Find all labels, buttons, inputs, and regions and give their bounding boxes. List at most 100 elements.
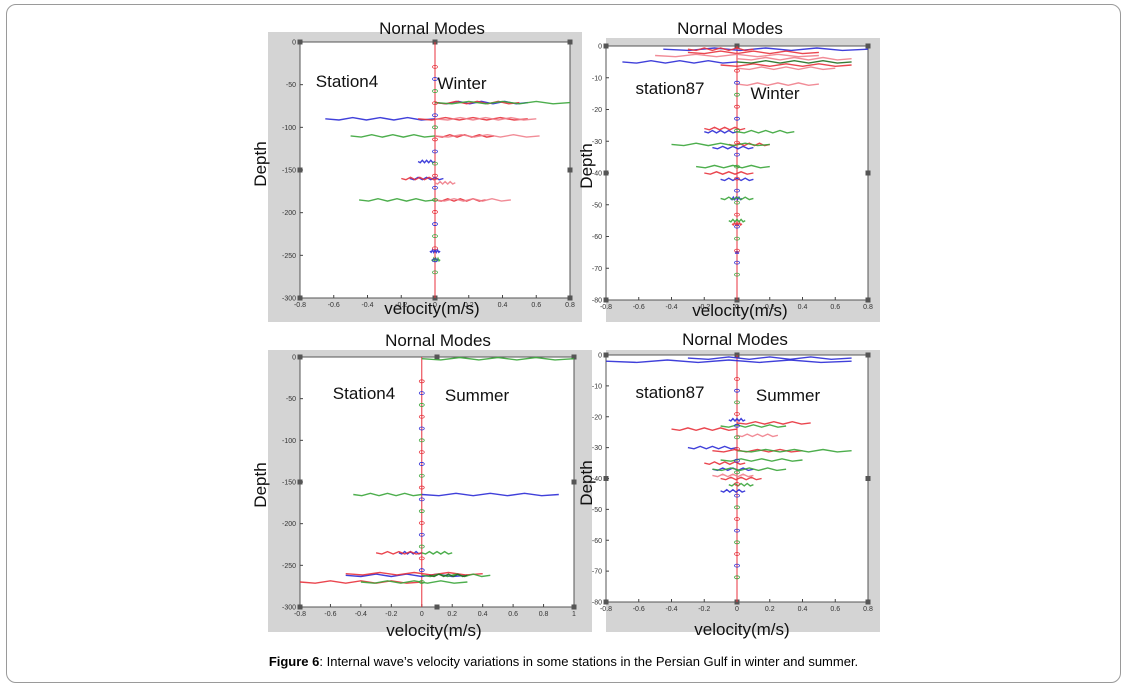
series-green-segment [434,100,571,105]
mode-point [734,563,740,568]
mode-point [418,391,425,396]
chart-annotation: Winter [437,74,486,93]
mode-point [734,528,740,533]
y-tick-label: -300 [282,605,296,612]
y-tick-label: -150 [282,480,296,487]
mode-point [734,377,740,381]
mode-point [734,236,740,241]
series-red-segment [401,176,439,181]
chart-annotation: Summer [445,386,510,405]
mode-point [734,200,740,205]
mode-point [734,188,740,193]
y-axis-label: Depth [577,143,596,188]
mode-point [432,113,438,118]
x-tick-label: 0.6 [830,304,840,311]
axis-handle-marker [603,476,609,481]
mode-point [734,447,740,451]
axis-handle-marker [297,479,303,485]
chart-annotation: station87 [636,383,705,402]
axis-handle-marker [567,295,573,301]
x-axis-label: velocity(m/s) [386,621,481,640]
series-green-segment [712,467,787,472]
y-tick-label: -80 [592,298,602,305]
y-tick-label: -200 [282,521,296,528]
series-blue-segment [720,177,754,182]
axis-handle-marker [571,354,577,360]
series-blue-segment [704,129,738,134]
y-tick-label: -20 [592,414,602,421]
axis-handle-marker [603,170,609,176]
figure-caption-label: Figure 6 [268,654,320,669]
y-tick-label: -250 [282,253,296,260]
series-red-segment [736,420,811,425]
mode-point [418,426,425,431]
x-tick-label: -0.6 [633,304,645,311]
mode-point [734,423,740,428]
mode-point [734,412,740,416]
chart-panel-station4-summer: -0.8 -0.6 -0.4 -0.2 0 0.2 0.4 0.6 0.8 1 0 -50 -100 -1… [251,330,592,640]
mode-point [734,540,740,545]
mode-point [432,222,438,226]
y-axis-label: Depth [251,141,270,186]
y-tick-label: -60 [592,538,602,545]
y-tick-label: 0 [598,353,602,360]
x-tick-label: 0 [735,304,739,311]
x-tick-label: 0.6 [531,302,541,309]
series-green-segment [696,164,770,169]
axis-handle-marker [865,297,871,303]
x-tick-label: -0.2 [385,611,397,618]
mode-point [418,438,425,443]
mode-point [734,470,740,475]
series-green-segment [421,550,453,555]
x-tick-label: -0.4 [361,302,373,309]
y-tick-label: -100 [282,438,296,445]
mode-point [734,400,740,405]
x-tick-label: 0.2 [464,302,474,309]
chart-title: Nornal Modes [677,19,783,38]
mode-point [734,224,740,229]
y-axis-label: Depth [577,460,596,505]
axis-handle-marker [603,43,609,49]
x-tick-label: -0.6 [324,611,336,618]
series-green-segment [671,142,770,147]
chart-panel-station4-winter: -0.8 -0.6 -0.4 -0.2 0 0.2 0.4 0.6 0.8 0 -50 -100 -15… [251,14,582,322]
series-green-segment [720,196,754,201]
x-tick-label: -0.8 [600,606,612,613]
mode-point [734,212,740,217]
mode-point [418,544,425,549]
mode-point [734,116,740,121]
x-tick-label: 0.4 [798,304,808,311]
axis-handle-marker [603,352,609,358]
x-tick-label: -0.8 [600,304,612,311]
series-blue-segment [734,251,740,254]
x-tick-label: 0.2 [447,611,457,618]
series-green-segment [421,356,575,361]
chart-title: Nornal Modes [385,331,491,350]
mode-point [418,379,425,384]
series-pink-segment [434,116,537,121]
series-blue-segment [712,145,754,150]
mode-point [734,152,740,157]
mode-point [432,173,438,178]
y-tick-label: -150 [282,168,296,175]
series-blue-segment [687,356,852,361]
series-red-segment [687,47,754,52]
series-pink-segment [434,133,540,138]
x-tick-label: -0.2 [395,302,407,309]
series-red-segment [720,63,852,68]
y-tick-label: -50 [592,202,602,209]
series-red-segment [704,171,754,175]
series-red-segment [671,427,738,432]
mode-point [432,234,438,239]
mode-point [734,104,740,109]
x-axis-label: velocity(m/s) [692,301,787,320]
chart-annotation: Winter [750,84,799,103]
series-pink-segment [736,56,852,61]
y-tick-label: 0 [292,40,296,47]
x-tick-label: -0.6 [328,302,340,309]
mode-point [734,80,740,85]
y-tick-label: -200 [282,210,296,217]
axis-handle-marker [865,599,871,605]
series-pink-segment [712,473,754,478]
y-axis-label: Depth [251,462,270,507]
